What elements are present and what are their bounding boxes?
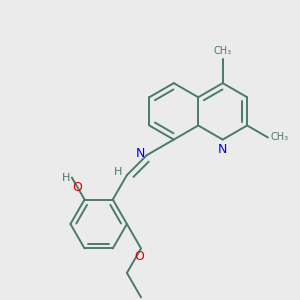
Text: N: N bbox=[218, 142, 227, 156]
Text: O: O bbox=[72, 181, 82, 194]
Text: H: H bbox=[114, 167, 122, 177]
Text: H: H bbox=[62, 172, 70, 182]
Text: CH₃: CH₃ bbox=[214, 46, 232, 56]
Text: O: O bbox=[135, 250, 145, 263]
Text: CH₃: CH₃ bbox=[271, 133, 289, 142]
Text: N: N bbox=[136, 147, 146, 160]
